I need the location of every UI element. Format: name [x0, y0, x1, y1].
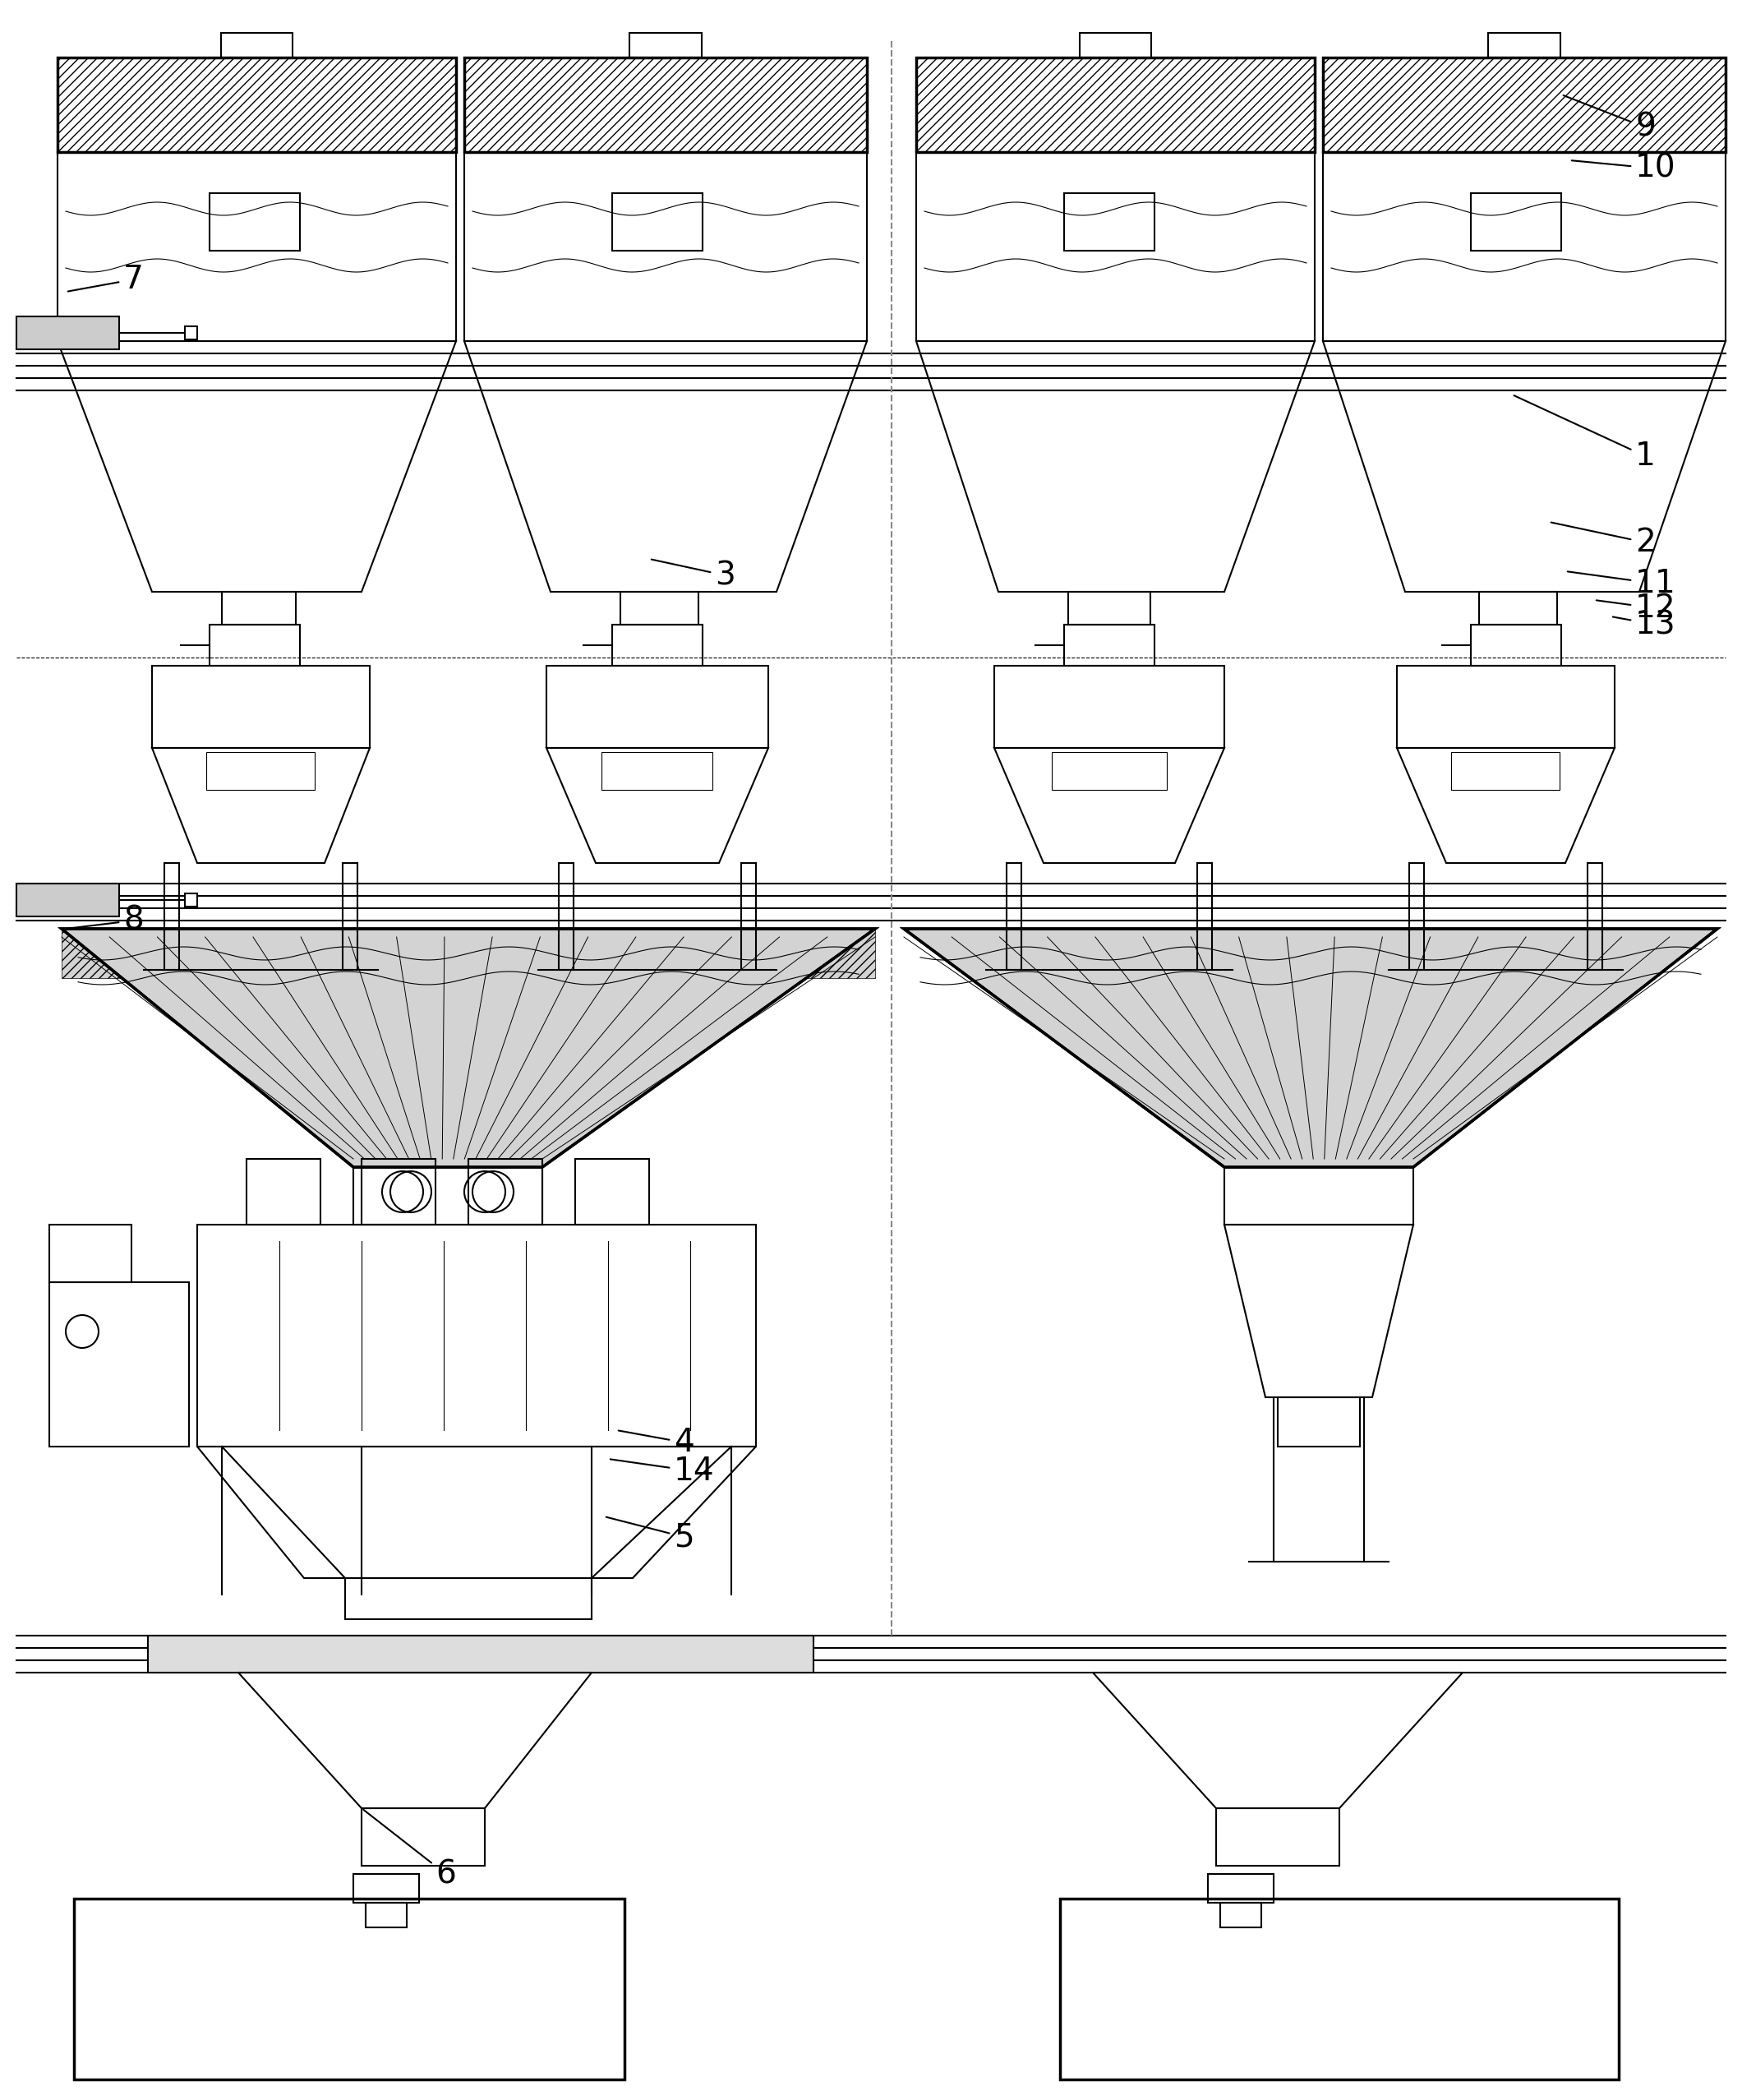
Bar [916, 151, 1315, 340]
Bar [185, 892, 197, 907]
Bar [611, 193, 702, 250]
Bar [1219, 1903, 1261, 1928]
Text: 13: 13 [1613, 609, 1676, 640]
Bar [49, 1283, 188, 1447]
Text: 4: 4 [618, 1426, 693, 1457]
Bar [362, 1159, 436, 1224]
Bar [354, 1168, 542, 1224]
Bar [362, 1808, 484, 1865]
Bar [547, 666, 768, 748]
Bar [221, 592, 296, 624]
Bar [164, 863, 179, 970]
Bar [1470, 193, 1561, 250]
Polygon shape [904, 928, 1718, 1168]
Bar [1488, 34, 1561, 57]
Text: 9: 9 [1563, 94, 1655, 143]
Bar [1470, 624, 1561, 666]
Bar [465, 57, 868, 151]
Text: 3: 3 [652, 559, 735, 590]
Bar [995, 666, 1225, 748]
Bar [629, 34, 702, 57]
Text: 12: 12 [1596, 592, 1676, 624]
Bar [1587, 863, 1603, 970]
Bar [1064, 193, 1155, 250]
Text: 5: 5 [606, 1516, 693, 1552]
Bar [1068, 592, 1150, 624]
Bar [221, 34, 293, 57]
Bar [345, 1577, 592, 1619]
Text: 10: 10 [1571, 153, 1676, 185]
Bar [16, 884, 118, 916]
Bar [209, 624, 300, 666]
Bar [611, 624, 702, 666]
Bar [354, 1873, 420, 1903]
Bar [1007, 863, 1021, 970]
Bar [185, 325, 197, 340]
Bar [559, 863, 573, 970]
Bar [465, 151, 868, 340]
Text: 7: 7 [68, 265, 143, 296]
Bar [1277, 1396, 1361, 1447]
Bar [57, 151, 456, 340]
Bar [197, 1224, 756, 1447]
Bar [1451, 752, 1559, 790]
Bar [916, 57, 1315, 151]
Text: 6: 6 [364, 1810, 456, 1890]
Bar [152, 666, 369, 748]
Text: 2: 2 [1550, 523, 1655, 559]
Bar [366, 1903, 406, 1928]
Bar [740, 863, 756, 970]
Text: 8: 8 [68, 905, 143, 937]
Bar [61, 928, 874, 979]
Bar [209, 193, 300, 250]
Bar [343, 863, 357, 970]
Bar [1197, 863, 1212, 970]
Bar [1322, 151, 1726, 340]
Bar [1216, 1808, 1340, 1865]
Bar [469, 1159, 542, 1224]
Bar [1409, 863, 1423, 970]
Bar [465, 57, 868, 151]
Bar [1322, 57, 1726, 151]
Bar [1397, 666, 1615, 748]
Bar [247, 1159, 321, 1224]
Bar [916, 57, 1315, 151]
Bar [601, 752, 712, 790]
Text: 11: 11 [1568, 567, 1676, 598]
Bar [57, 57, 456, 151]
Bar [1080, 34, 1151, 57]
Polygon shape [61, 928, 874, 1168]
Bar [73, 1898, 624, 2079]
Bar [57, 57, 456, 151]
Bar [1059, 1898, 1618, 2079]
Bar [1064, 624, 1155, 666]
Text: 14: 14 [610, 1455, 714, 1487]
Bar [1479, 592, 1557, 624]
Bar [148, 1636, 814, 1672]
Bar [575, 1159, 650, 1224]
Bar [206, 752, 315, 790]
Bar [1322, 57, 1726, 151]
Bar [620, 592, 699, 624]
Bar [16, 317, 118, 349]
Text: 1: 1 [1514, 395, 1655, 472]
Bar [49, 1224, 131, 1283]
Bar [1225, 1168, 1413, 1224]
Bar [1052, 752, 1167, 790]
Bar [1207, 1873, 1273, 1903]
